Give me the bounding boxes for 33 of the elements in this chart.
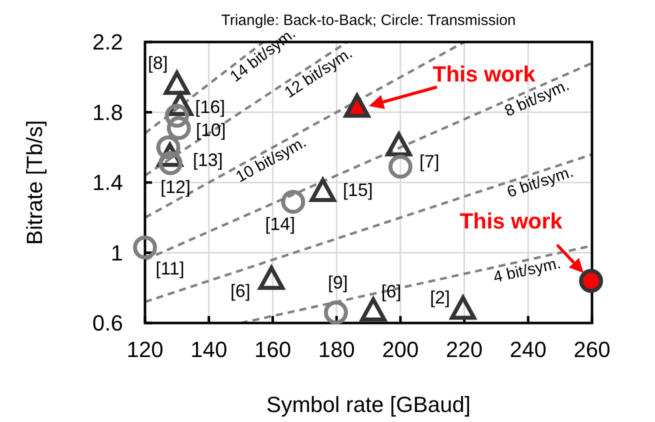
x-axis-title: Symbol rate [GBaud] — [266, 392, 471, 417]
y-tick-label: 1.4 — [92, 170, 123, 195]
y-tick-label: 0.6 — [92, 310, 123, 336]
annotation: [12] — [160, 177, 191, 198]
annotation: [7] — [419, 152, 440, 172]
annotation: [10] — [196, 120, 226, 140]
annotation: This work — [460, 208, 564, 234]
y-tick-label: 1 — [110, 240, 123, 266]
annotation: [8] — [148, 52, 168, 73]
y-axis-title: Bitrate [Tb/s] — [22, 120, 47, 245]
annotation: [2] — [430, 288, 450, 308]
annotation: [6] — [230, 280, 250, 301]
annotation: [13] — [192, 150, 223, 170]
annotation: This work — [432, 62, 536, 86]
x-tick-label: 220 — [446, 337, 483, 362]
x-tick-label: 260 — [574, 337, 610, 362]
x-tick-label: 160 — [254, 337, 292, 362]
annotation: [9] — [328, 272, 348, 292]
x-tick-label: 140 — [190, 337, 228, 362]
text: 4 bit/sym. — [492, 255, 562, 286]
y-tick-label: 1.8 — [92, 100, 123, 125]
y-tick-label: 2.2 — [92, 30, 123, 54]
x-tick-label: 200 — [382, 337, 419, 362]
x-tick-label: 120 — [126, 337, 164, 362]
annotation: [11] — [156, 258, 184, 278]
annotation: [15] — [342, 180, 373, 200]
x-tick-label: 180 — [318, 337, 355, 362]
annotation: [14] — [265, 214, 296, 234]
annotation: [6] — [381, 281, 402, 302]
annotation: [16] — [195, 96, 226, 117]
chart-title: Triangle: Back-to-Back; Circle: Transmission — [221, 12, 516, 29]
text: 6 bit/sym. — [505, 164, 576, 202]
x-tick-label: 240 — [510, 337, 546, 362]
